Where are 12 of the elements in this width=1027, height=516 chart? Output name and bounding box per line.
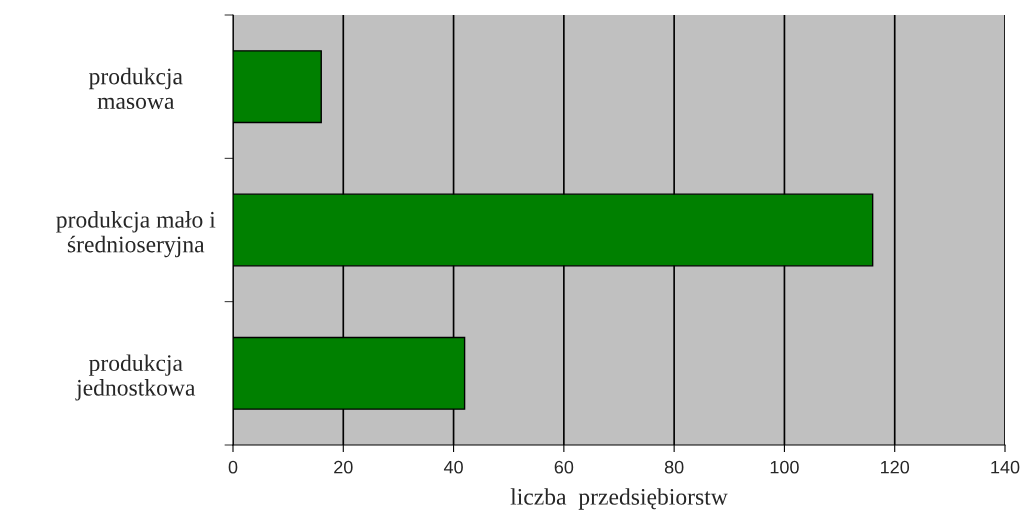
x-tick-label: 100 — [770, 460, 799, 474]
x-axis-title: liczba przedsiębiorstw — [510, 488, 728, 510]
y-tick-label: produkcja mało i średnioseryjna — [56, 211, 216, 258]
y-tick-label: produkcja masowa — [88, 67, 183, 110]
x-tick-label: 120 — [881, 460, 910, 474]
x-tick-label: 0 — [228, 460, 238, 474]
y-tick-label: produkcja jednostkowa — [75, 354, 196, 401]
x-tick-label: 80 — [664, 460, 684, 474]
x-tick-label: 60 — [554, 460, 574, 474]
x-tick-label: 20 — [334, 460, 353, 474]
x-tick-label: 40 — [443, 460, 463, 474]
x-tick-label: 140 — [991, 460, 1020, 474]
